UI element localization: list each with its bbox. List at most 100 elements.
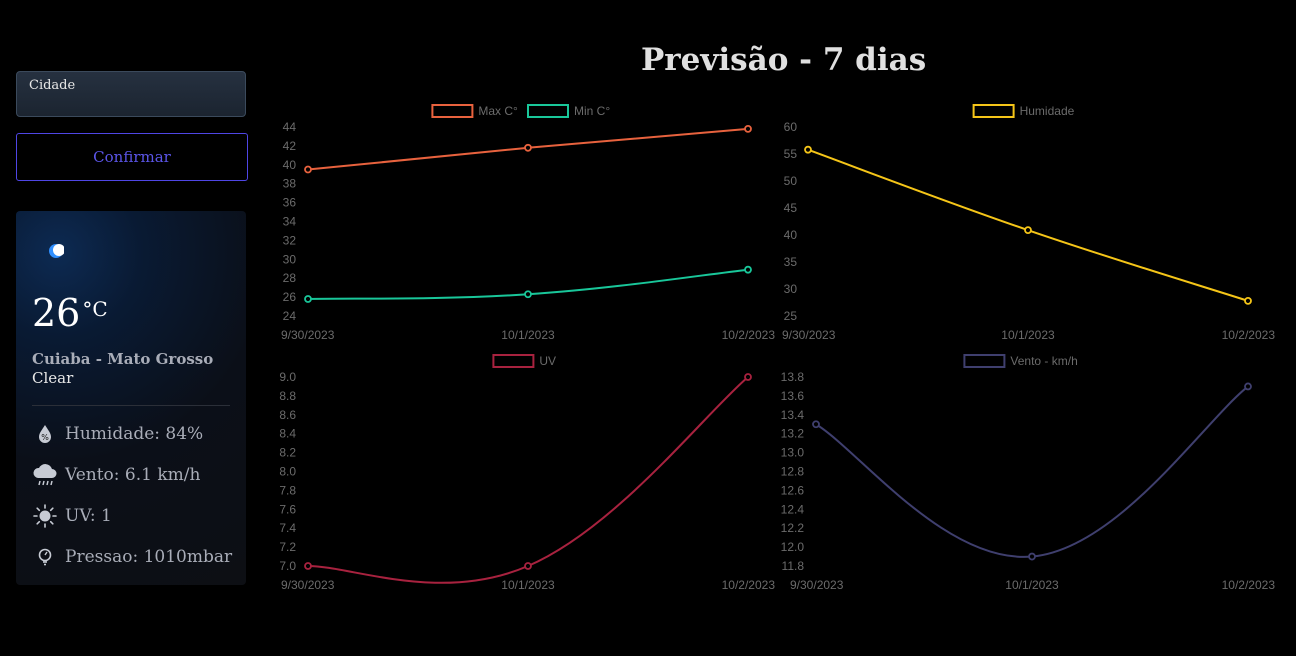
x-tick-label: 9/30/2023	[790, 578, 844, 592]
y-tick-label: 12.2	[781, 521, 805, 535]
y-tick-label: 7.4	[279, 521, 296, 535]
data-point	[744, 373, 752, 381]
y-tick-label: 60	[784, 120, 798, 134]
data-point	[1244, 382, 1252, 391]
legend-label: Max C°	[478, 104, 518, 118]
x-tick-label: 10/1/2023	[501, 578, 555, 592]
y-tick-label: 36	[283, 196, 297, 210]
uv-text: UV: 1	[65, 506, 112, 526]
y-tick-label: 7.2	[279, 540, 296, 554]
y-tick-label: 25	[784, 309, 798, 323]
data-point	[744, 124, 752, 133]
temperature-value: 26	[32, 291, 81, 335]
y-tick-label: 26	[283, 290, 297, 304]
gauge-icon	[32, 544, 58, 570]
humidity-stat: % Humidade: 84%	[32, 421, 203, 447]
y-tick-label: 9.0	[279, 370, 296, 384]
y-tick-label: 8.0	[279, 465, 296, 479]
y-tick-label: 7.0	[279, 559, 296, 573]
y-tick-label: 50	[784, 174, 798, 188]
data-point	[524, 562, 532, 570]
y-tick-label: 13.6	[781, 389, 805, 403]
y-tick-label: 8.6	[279, 408, 296, 422]
temperature-unit: °C	[82, 297, 108, 321]
humidity-text: Humidade: 84%	[65, 424, 204, 444]
page-title: Previsão - 7 dias	[641, 42, 927, 78]
legend-label: Vento - km/h	[1010, 354, 1077, 368]
x-tick-label: 10/2/2023	[722, 328, 776, 342]
chart-4: Vento - km/h 11.8 12.0 12.2 12.4 12.6 12.8 13.0…	[781, 354, 1276, 592]
sun-icon	[32, 503, 58, 529]
data-point	[304, 165, 312, 174]
data-point	[1024, 226, 1032, 235]
y-tick-label: 8.2	[279, 446, 296, 460]
y-tick-label: 8.8	[279, 389, 296, 403]
rain-cloud-icon	[32, 462, 58, 488]
y-tick-label: 45	[784, 201, 798, 215]
data-point	[304, 295, 312, 303]
x-tick-label: 9/30/2023	[281, 328, 335, 342]
x-tick-label: 10/2/2023	[1222, 328, 1276, 342]
uv-stat: UV: 1	[32, 503, 112, 529]
y-tick-label: 55	[784, 147, 798, 161]
y-tick-label: 24	[283, 309, 297, 323]
y-tick-label: 13.2	[781, 427, 805, 441]
y-tick-label: 13.0	[781, 446, 805, 460]
data-point	[804, 145, 812, 154]
y-tick-label: 13.4	[781, 408, 805, 422]
legend-swatch	[527, 104, 569, 118]
confirm-button[interactable]: Confirmar	[16, 133, 248, 181]
y-tick-label: 28	[283, 271, 297, 285]
series-line	[815, 385, 1249, 558]
legend-label: Humidade	[1020, 104, 1075, 118]
y-tick-label: 35	[784, 255, 798, 269]
location-name: Cuiaba - Mato Grosso	[32, 350, 214, 368]
y-tick-label: 11.8	[782, 559, 805, 573]
x-tick-label: 10/1/2023	[501, 328, 555, 342]
legend-swatch	[963, 354, 1006, 368]
data-point	[744, 265, 752, 274]
chart-3: UV 7.0 7.2 7.4 7.6 7.8 8.0 8.2 8.4 8.6 8.8 9.0 9/30/…	[279, 354, 775, 592]
pressure-stat: Pressao: 1010mbar	[32, 544, 232, 570]
legend-label: UV	[539, 354, 556, 368]
wind-text: Vento: 6.1 km/h	[65, 465, 201, 485]
series-line	[307, 376, 749, 584]
legend-swatch	[972, 104, 1015, 118]
city-input-container[interactable]: Cidade	[16, 71, 246, 117]
weather-condition: Clear	[32, 369, 74, 387]
series-line	[807, 148, 1249, 302]
y-tick-label: 8.4	[279, 427, 296, 441]
x-tick-label: 9/30/2023	[782, 328, 836, 342]
y-tick-label: 34	[283, 215, 297, 229]
chart-1: Max C° Min C° 24 26 28 30 32 34 36 38 40 42 44 9/30/2…	[281, 104, 775, 342]
x-tick-label: 10/2/2023	[1222, 578, 1276, 592]
y-tick-label: 38	[283, 177, 297, 191]
pressure-text: Pressao: 1010mbar	[65, 547, 233, 567]
data-point	[1028, 552, 1036, 561]
x-tick-label: 10/1/2023	[1005, 578, 1059, 592]
divider	[32, 405, 230, 406]
x-tick-label: 9/30/2023	[281, 578, 335, 592]
city-input[interactable]	[29, 94, 233, 114]
y-tick-label: 12.0	[781, 540, 805, 554]
data-point	[524, 290, 532, 299]
humidity-icon: %	[32, 421, 58, 447]
current-weather-card: 26 °C Cuiaba - Mato Grosso Clear % Humida…	[16, 211, 246, 585]
y-tick-label: 7.8	[279, 483, 296, 497]
y-tick-label: 30	[784, 282, 798, 296]
svg-text:%: %	[41, 433, 49, 442]
data-point	[304, 562, 312, 570]
y-tick-label: 13.8	[781, 370, 805, 384]
data-point	[524, 143, 532, 152]
y-tick-label: 40	[283, 158, 297, 172]
city-label: Cidade	[29, 78, 76, 93]
x-tick-label: 10/2/2023	[722, 578, 776, 592]
x-tick-label: 10/1/2023	[1001, 328, 1055, 342]
data-point	[1244, 296, 1252, 305]
chart-2: Humidade 25 30 35 40 45 50 55 60 9/30/2023 10/1/20…	[782, 104, 1275, 342]
y-tick-label: 12.6	[781, 483, 805, 497]
y-tick-label: 12.4	[781, 502, 805, 516]
wind-stat: Vento: 6.1 km/h	[32, 462, 200, 488]
y-tick-label: 30	[283, 252, 297, 266]
